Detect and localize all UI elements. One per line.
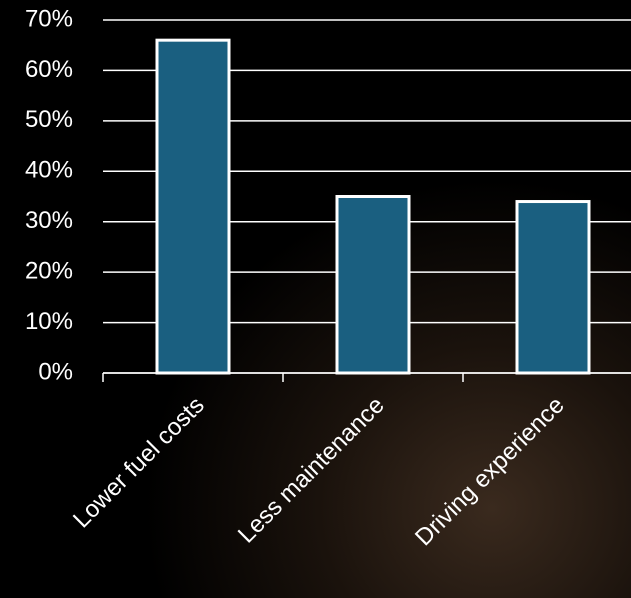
y-tick-label: 70% bbox=[25, 5, 73, 32]
y-tick-label: 60% bbox=[25, 56, 73, 83]
bar bbox=[515, 200, 591, 375]
y-tick-label: 40% bbox=[25, 157, 73, 184]
y-tick-label: 50% bbox=[25, 106, 73, 133]
bar bbox=[335, 195, 411, 375]
y-tick-label: 10% bbox=[25, 308, 73, 335]
y-tick-label: 20% bbox=[25, 257, 73, 284]
bar bbox=[155, 38, 231, 375]
y-tick-label: 0% bbox=[38, 358, 73, 385]
y-tick-label: 30% bbox=[25, 207, 73, 234]
